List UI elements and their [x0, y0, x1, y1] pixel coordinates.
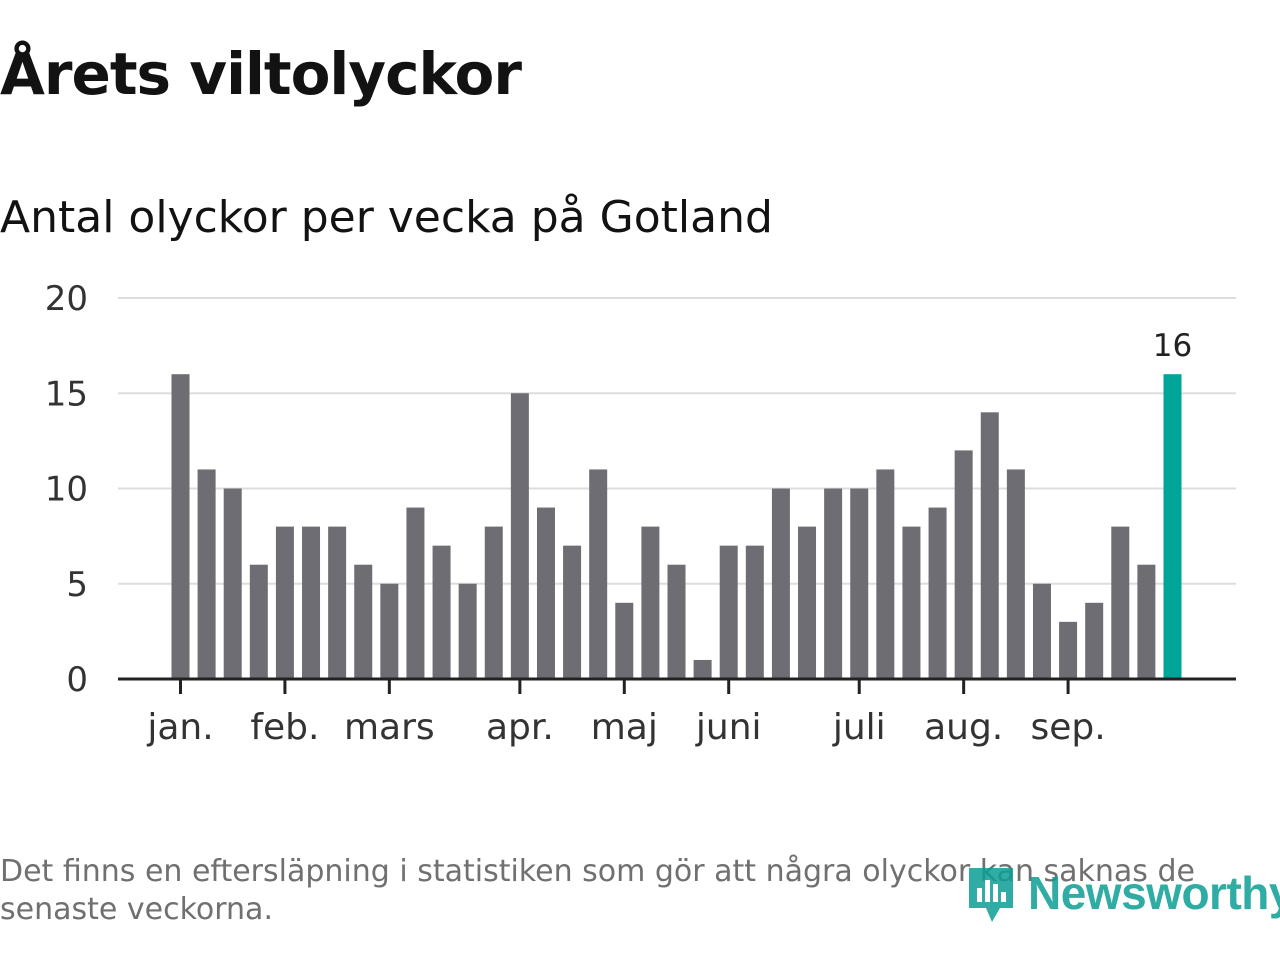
bar — [589, 469, 608, 679]
x-tick-label: jan. — [146, 707, 213, 748]
bar — [354, 564, 373, 679]
data-labels: 16 — [1153, 328, 1192, 364]
data-label: 16 — [1153, 328, 1192, 364]
y-tick-label: 5 — [66, 565, 88, 605]
x-tick-label: feb. — [250, 707, 319, 748]
bar — [1137, 564, 1156, 679]
bar — [954, 450, 973, 679]
x-tick-label: sep. — [1030, 707, 1105, 748]
bar — [563, 545, 582, 679]
brand-name: Newsworthy — [1028, 867, 1280, 919]
bar — [667, 564, 686, 679]
bar — [876, 469, 895, 679]
bar — [458, 583, 477, 679]
bar — [719, 545, 738, 679]
chart-subtitle: Antal olyckor per vecka på Gotland — [0, 192, 773, 243]
bar — [432, 545, 451, 679]
bar — [798, 526, 817, 679]
bar — [406, 507, 425, 679]
bar — [641, 526, 660, 679]
bar — [1111, 526, 1130, 679]
x-tick-label: juni — [695, 707, 762, 748]
y-axis-ticks: 0 5 10 15 20 — [45, 279, 88, 700]
bar — [302, 526, 321, 679]
bar — [850, 488, 869, 679]
bar — [771, 488, 790, 679]
x-tick-label: apr. — [486, 707, 554, 748]
bar — [223, 488, 242, 679]
x-tick-label: aug. — [924, 707, 1003, 748]
bar — [1085, 602, 1104, 679]
bar — [980, 412, 999, 679]
bar — [249, 564, 268, 679]
bar — [275, 526, 294, 679]
y-tick-label: 10 — [45, 470, 88, 510]
bars — [171, 374, 1182, 679]
bar — [1059, 621, 1078, 679]
bar — [171, 374, 190, 679]
bar — [745, 545, 764, 679]
x-tick-label: juli — [832, 707, 886, 748]
bar — [380, 583, 399, 679]
bar — [615, 602, 634, 679]
x-tick-label: mars — [344, 707, 435, 748]
y-tick-label: 0 — [66, 660, 88, 700]
brand-logo: Newsworthy — [966, 862, 1280, 924]
bar — [536, 507, 555, 679]
bar — [328, 526, 347, 679]
bar — [824, 488, 843, 679]
bar — [510, 393, 529, 679]
x-axis-ticks: jan. feb. mars apr. maj juni juli aug. sep. — [146, 679, 1106, 748]
bar-highlight — [1163, 374, 1182, 679]
bar-chart: 0 5 10 15 20 jan. feb. mars apr. maj juni juli aug.… — [45, 279, 1236, 748]
y-tick-label: 20 — [45, 279, 88, 319]
bar — [928, 507, 947, 679]
bar — [197, 469, 216, 679]
bar — [484, 526, 503, 679]
bar — [1006, 469, 1025, 679]
x-tick-label: maj — [591, 707, 658, 748]
bar — [902, 526, 921, 679]
y-tick-label: 15 — [45, 374, 88, 414]
newsworthy-logo-icon — [966, 862, 1016, 924]
bar — [693, 659, 712, 679]
bar — [1032, 583, 1051, 679]
chart-title: Årets viltolyckor — [0, 40, 522, 108]
